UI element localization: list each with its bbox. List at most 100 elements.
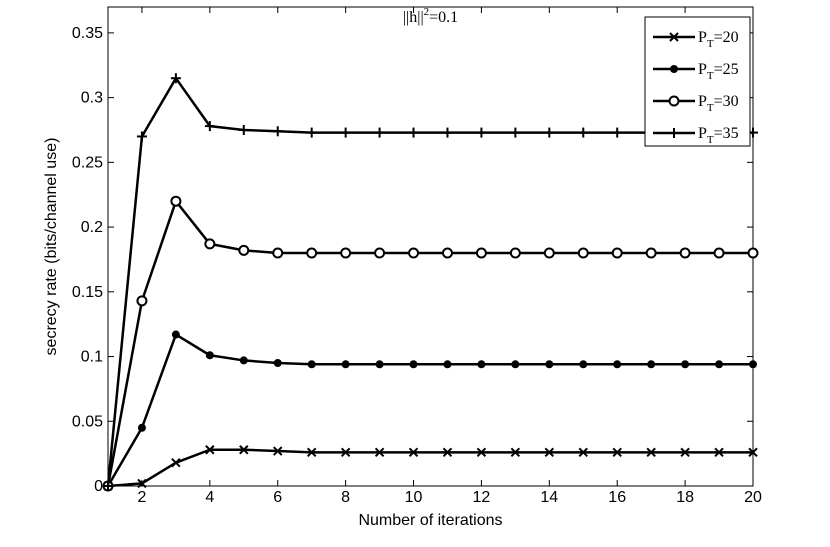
data-point (611, 247, 623, 259)
data-point (748, 447, 758, 458)
y-tick-label: 0.1 (81, 349, 103, 366)
data-point (408, 447, 419, 458)
x-tick-label: 14 (540, 489, 558, 506)
data-point (306, 247, 318, 259)
x-axis-label: Number of iterations (358, 512, 502, 529)
data-point (238, 244, 250, 256)
data-point (170, 195, 182, 207)
data-point (409, 360, 418, 369)
legend-entry: PT=25 (653, 61, 739, 82)
chart-title-rest: =0.1 (429, 9, 458, 26)
series-2 (102, 195, 759, 492)
legend-label: PT=35 (698, 125, 739, 146)
data-point (205, 351, 214, 360)
x-tick-label: 8 (341, 489, 350, 506)
data-point (136, 131, 147, 142)
data-point (374, 447, 385, 458)
y-tick-label: 0.25 (72, 154, 103, 171)
legend-label-rest: =25 (714, 61, 739, 78)
legend-label: PT=30 (698, 93, 739, 114)
data-point (306, 127, 317, 138)
y-tick-label: 0.15 (72, 284, 103, 301)
legend-label-sub: T (707, 134, 714, 146)
chart-title-sup: 2 (424, 6, 430, 18)
data-point (577, 247, 589, 259)
data-point (375, 360, 384, 369)
data-point (715, 360, 724, 369)
data-point (340, 247, 352, 259)
legend-label-sub: T (707, 38, 714, 50)
data-point (476, 127, 487, 138)
data-point (612, 447, 622, 458)
series-line (106, 333, 753, 487)
x-tick-label: 2 (137, 489, 146, 506)
x-tick-label: 4 (205, 489, 214, 506)
data-point (238, 124, 249, 135)
legend-entry: PT=30 (653, 93, 739, 114)
legend-label-main: P (698, 29, 707, 46)
legend-marker (668, 95, 680, 107)
data-point (578, 447, 588, 458)
data-point (374, 247, 386, 259)
legend-label-sub: T (707, 102, 714, 114)
data-point (442, 447, 453, 458)
y-tick-label: 0.35 (72, 25, 103, 42)
data-point (713, 247, 725, 259)
data-point (612, 127, 623, 138)
data-point (747, 247, 759, 259)
series-0 (103, 445, 758, 491)
x-tick-label: 16 (608, 489, 626, 506)
data-point (510, 447, 521, 458)
data-point (544, 127, 555, 138)
data-point (408, 127, 419, 138)
data-point (579, 360, 588, 369)
series-1 (104, 330, 757, 490)
data-point (239, 356, 248, 365)
data-point (103, 481, 113, 491)
data-point (307, 360, 316, 369)
data-point (645, 247, 657, 259)
chart-title-main: ||h|| (403, 9, 424, 26)
data-point (714, 447, 724, 458)
y-tick-label: 0.2 (81, 219, 103, 236)
plot-area-border (107, 6, 754, 487)
data-point (681, 360, 690, 369)
y-tick-label: 0.3 (81, 90, 103, 107)
chart-title: ||h||2=0.1 (403, 6, 458, 26)
data-point (239, 445, 249, 455)
legend-marker (669, 128, 679, 138)
data-point (545, 360, 554, 369)
data-point (205, 445, 215, 455)
data-point (613, 360, 622, 369)
x-tick-label: 18 (676, 489, 694, 506)
data-point (509, 247, 521, 259)
data-point (340, 447, 351, 458)
legend-marker (669, 32, 679, 42)
data-point (408, 247, 420, 259)
data-point (306, 447, 317, 458)
data-point (340, 127, 351, 138)
data-point (171, 330, 180, 339)
data-point (680, 447, 690, 458)
x-tick-label: 20 (744, 489, 762, 506)
x-tick-label: 10 (405, 489, 423, 506)
legend-box (644, 16, 751, 147)
y-tick-label: 0 (94, 478, 103, 495)
legend-label-rest: =30 (714, 93, 739, 110)
data-point (477, 360, 486, 369)
x-tick-label: 6 (273, 489, 282, 506)
data-point (374, 127, 385, 138)
legend-label-rest: =35 (714, 125, 739, 142)
data-point (679, 247, 691, 259)
y-axis-label: secrecy rate (bits/channel use) (43, 138, 60, 356)
data-point (475, 247, 487, 259)
data-point (273, 446, 283, 456)
data-point (137, 478, 147, 489)
x-tick-label: 12 (473, 489, 491, 506)
series-line (107, 448, 753, 488)
legend-label-sub: T (707, 70, 714, 82)
legend-label-main: P (698, 61, 707, 78)
data-point (647, 360, 656, 369)
y-axis-ticks: 0 0.05 0.1 0.15 0.2 0.25 0.3 0.35 (72, 25, 753, 495)
